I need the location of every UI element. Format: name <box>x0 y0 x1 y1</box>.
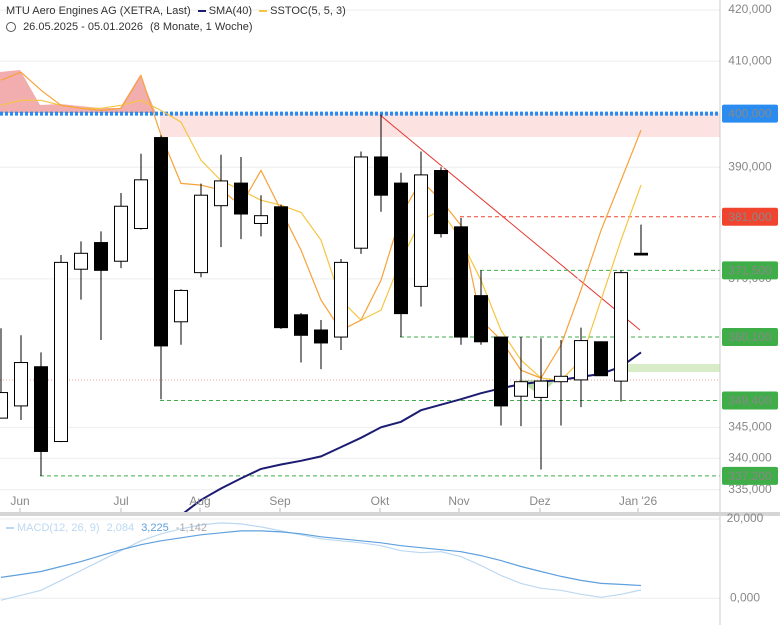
x-tick-label: Jul <box>113 494 128 508</box>
candle-body <box>214 180 228 207</box>
trend-line <box>379 114 641 331</box>
legend-swatch <box>6 527 14 530</box>
support-band <box>625 364 720 372</box>
candle-body <box>254 215 268 224</box>
candle-body <box>134 179 148 230</box>
resistance-band <box>160 113 720 137</box>
level-box <box>722 207 778 226</box>
x-tick-label: Aug <box>189 494 210 508</box>
price-plot <box>0 9 720 512</box>
macd-title: MACD(12, 26, 9) <box>17 522 100 534</box>
candle-body <box>594 341 608 377</box>
level-label: 400,000 <box>728 107 772 121</box>
clock-icon <box>6 22 16 33</box>
level-box <box>722 261 778 280</box>
candle-body <box>534 380 548 398</box>
x-tick-label: Sep <box>269 494 291 508</box>
panel-separator <box>0 512 780 516</box>
candle-body <box>374 156 388 196</box>
candle-body <box>514 381 528 397</box>
level-box <box>722 391 778 410</box>
x-tick-label: Jan '26 <box>619 494 658 508</box>
period: (8 Monate, 1 Woche) <box>150 21 253 33</box>
candle-body <box>614 272 628 382</box>
legend-entry: SMA(40) <box>208 5 253 17</box>
candle-body <box>294 314 308 336</box>
candle-body <box>0 392 8 419</box>
level-box <box>722 104 778 123</box>
candle-body <box>574 340 588 381</box>
candle-body <box>34 366 48 452</box>
header: MTU Aero Engines AG (XETRA, Last) SMA(40… <box>6 5 350 17</box>
candle-body <box>274 206 288 329</box>
histogram-reading: -1,142 <box>175 522 207 534</box>
y-tick-label: 345,000 <box>728 420 772 434</box>
level-label: 371,500 <box>728 264 772 278</box>
level-label: 381,000 <box>728 210 772 224</box>
candle-body <box>174 289 188 323</box>
legend-entry: SSTOC(5, 5, 3) <box>270 5 346 17</box>
y-tick-label: 340,000 <box>728 450 772 464</box>
candle-body <box>394 182 408 315</box>
candle-body <box>154 137 168 347</box>
legend-swatch <box>259 10 268 13</box>
overlays <box>0 70 720 395</box>
candle-body <box>314 329 328 344</box>
candle-body <box>414 174 428 287</box>
candle-body <box>634 252 648 256</box>
y-tick-label: 335,000 <box>728 482 772 496</box>
y-tick-label: 390,000 <box>728 159 772 173</box>
candle-body <box>14 362 28 407</box>
series-line <box>0 522 642 601</box>
level-box <box>722 466 778 485</box>
candle-body <box>114 205 128 262</box>
x-tick-label: Nov <box>448 494 469 508</box>
level-label: 349,400 <box>728 394 772 408</box>
candle-body <box>554 375 568 383</box>
candle-body <box>354 156 368 249</box>
macd-legend: MACD(12, 26, 9) 2,084 3,225 -1,142 <box>6 522 211 534</box>
y-tick-label: 0,000 <box>730 590 760 604</box>
candle-body <box>334 261 348 338</box>
signal-reading: 3,225 <box>141 522 169 534</box>
candle-body <box>454 226 468 338</box>
level-label: 337,200 <box>728 469 772 483</box>
candle-body <box>74 252 88 270</box>
y-tick-label: 410,000 <box>728 53 772 67</box>
y-tick-label: 20,000 <box>727 511 764 525</box>
level-box <box>722 328 778 347</box>
period-line: 26.05.2025 - 05.01.2026 (8 Monate, 1 Woc… <box>6 21 257 33</box>
x-tick-label: Dez <box>529 494 550 508</box>
candle-body <box>194 194 208 274</box>
level-label: 360,100 <box>728 330 772 344</box>
legend-swatch <box>197 10 206 13</box>
candle-body <box>494 336 508 407</box>
candle-body <box>434 170 448 235</box>
series-line <box>0 530 642 587</box>
chart-title: MTU Aero Engines AG (XETRA, Last) <box>6 5 191 17</box>
date-range: 26.05.2025 - 05.01.2026 <box>23 21 143 33</box>
candle-body <box>94 242 108 271</box>
candle-body <box>54 261 68 443</box>
candle-body <box>234 182 248 215</box>
series-line <box>0 99 642 381</box>
macd-reading: 2,084 <box>106 522 135 534</box>
x-tick-label: Jun <box>10 494 29 508</box>
x-tick-label: Okt <box>371 494 390 508</box>
candle-body <box>474 295 488 343</box>
macd-plot <box>0 518 720 601</box>
y-tick-label: 420,000 <box>728 2 772 16</box>
series-line <box>0 71 642 379</box>
